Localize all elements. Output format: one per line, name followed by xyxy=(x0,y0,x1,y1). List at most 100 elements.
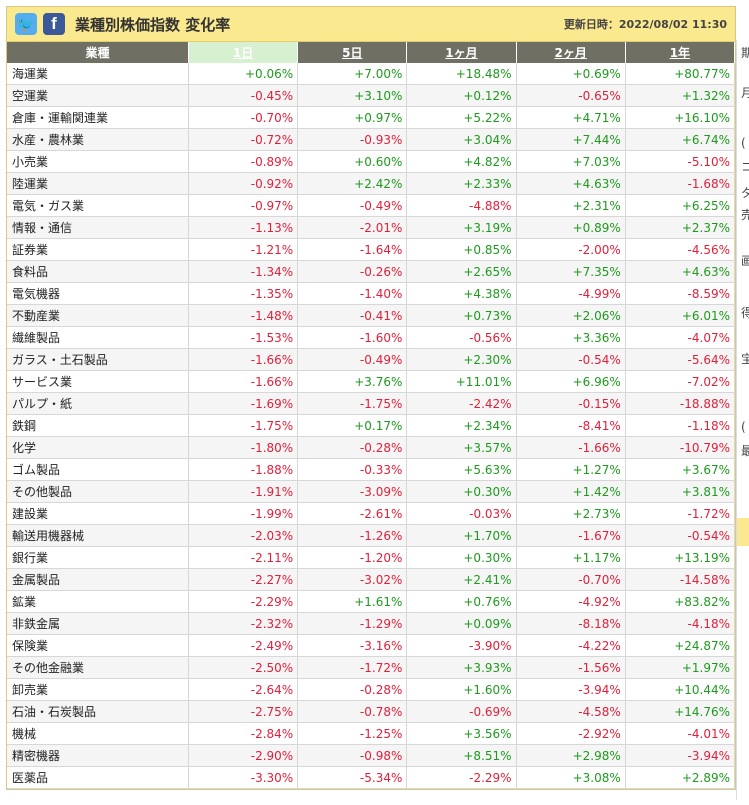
change-value-cell: -1.29% xyxy=(297,612,408,635)
change-value-cell: -3.02% xyxy=(297,568,408,591)
change-value-cell: +2.98% xyxy=(516,744,626,767)
sector-name-cell: 銀行業 xyxy=(7,546,189,569)
change-value-cell: -0.92% xyxy=(188,172,299,195)
change-value-cell: +5.22% xyxy=(406,106,517,129)
table-row: パルプ・紙 -1.69% -1.75% -2.42% -0.15% -18.88% xyxy=(7,392,736,415)
table-row: その他製品 -1.91% -3.09% +0.30% +1.42% +3.81% xyxy=(7,480,736,503)
change-value-cell: -0.78% xyxy=(297,700,408,723)
table-row: 医薬品 -3.30% -5.34% -2.29% +3.08% +2.89% xyxy=(7,766,736,789)
sector-name-cell: その他製品 xyxy=(7,480,189,503)
change-value-cell: +0.97% xyxy=(297,106,408,129)
change-value-cell: -0.15% xyxy=(516,392,626,415)
table-row: 小売業 -0.89% +0.60% +4.82% +7.03% -5.10% xyxy=(7,150,736,173)
change-value-cell: -2.00% xyxy=(516,238,626,261)
change-value-cell: +1.17% xyxy=(516,546,626,569)
change-value-cell: +7.35% xyxy=(516,260,626,283)
sector-name-cell: 証券業 xyxy=(7,238,189,261)
table-row: 保険業 -2.49% -3.16% -3.90% -4.22% +24.87% xyxy=(7,634,736,657)
change-value-cell: +3.81% xyxy=(625,480,736,503)
change-value-cell: +2.34% xyxy=(406,414,517,437)
sector-name-cell: ガラス・土石製品 xyxy=(7,348,189,371)
table-row: 化学 -1.80% -0.28% +3.57% -1.66% -10.79% xyxy=(7,436,736,459)
change-value-cell: +1.27% xyxy=(516,458,626,481)
change-value-cell: -1.67% xyxy=(516,524,626,547)
change-value-cell: +1.32% xyxy=(625,84,736,107)
column-header-1day[interactable]: 1日 xyxy=(188,42,299,63)
table-row: 空運業 -0.45% +3.10% +0.12% -0.65% +1.32% xyxy=(7,84,736,107)
sector-name-cell: 倉庫・運輸関連業 xyxy=(7,106,189,129)
sector-name-cell: 空運業 xyxy=(7,84,189,107)
adjacent-text-fragment: 売 xyxy=(741,208,749,222)
change-value-cell: -1.21% xyxy=(188,238,299,261)
table-row: 不動産業 -1.48% -0.41% +0.73% +2.06% +6.01% xyxy=(7,304,736,327)
change-value-cell: +6.01% xyxy=(625,304,736,327)
column-header-sector: 業種 xyxy=(7,42,189,63)
change-value-cell: +2.31% xyxy=(516,194,626,217)
table-row: 鉄鋼 -1.75% +0.17% +2.34% -8.41% -1.18% xyxy=(7,414,736,437)
change-value-cell: -0.26% xyxy=(297,260,408,283)
change-value-cell: +13.19% xyxy=(625,546,736,569)
change-value-cell: -4.56% xyxy=(625,238,736,261)
facebook-share-icon[interactable]: f xyxy=(43,13,65,35)
change-value-cell: +11.01% xyxy=(406,370,517,393)
change-value-cell: -1.40% xyxy=(297,282,408,305)
column-header-1month[interactable]: 1ヶ月 xyxy=(406,42,517,63)
change-value-cell: +1.42% xyxy=(516,480,626,503)
change-value-cell: -2.03% xyxy=(188,524,299,547)
table-row: 陸運業 -0.92% +2.42% +2.33% +4.63% -1.68% xyxy=(7,172,736,195)
column-header-5day[interactable]: 5日 xyxy=(297,42,408,63)
panel-header: 🐦 f 業種別株価指数 変化率 更新日時：2022/08/02 11:30 xyxy=(7,7,735,42)
sector-name-cell: 電気・ガス業 xyxy=(7,194,189,217)
change-value-cell: +3.36% xyxy=(516,326,626,349)
change-value-cell: -5.64% xyxy=(625,348,736,371)
change-value-cell: +8.51% xyxy=(406,744,517,767)
change-value-cell: -2.42% xyxy=(406,392,517,415)
change-value-cell: -4.92% xyxy=(516,590,626,613)
change-value-cell: +6.25% xyxy=(625,194,736,217)
change-value-cell: -1.13% xyxy=(188,216,299,239)
column-header-1year[interactable]: 1年 xyxy=(625,42,736,63)
sector-name-cell: 小売業 xyxy=(7,150,189,173)
change-value-cell: +4.63% xyxy=(516,172,626,195)
change-value-cell: -0.97% xyxy=(188,194,299,217)
change-value-cell: +4.71% xyxy=(516,106,626,129)
change-value-cell: +7.00% xyxy=(297,63,408,85)
change-value-cell: +4.82% xyxy=(406,150,517,173)
change-value-cell: -1.72% xyxy=(297,656,408,679)
change-value-cell: +3.76% xyxy=(297,370,408,393)
sector-name-cell: 電気機器 xyxy=(7,282,189,305)
change-value-cell: +2.41% xyxy=(406,568,517,591)
change-value-cell: -1.48% xyxy=(188,304,299,327)
change-value-cell: -1.25% xyxy=(297,722,408,745)
sector-name-cell: 保険業 xyxy=(7,634,189,657)
change-value-cell: +3.56% xyxy=(406,722,517,745)
table-row: 石油・石炭製品 -2.75% -0.78% -0.69% -4.58% +14.76% xyxy=(7,700,736,723)
change-value-cell: -0.33% xyxy=(297,458,408,481)
change-value-cell: -3.90% xyxy=(406,634,517,657)
sector-name-cell: 鉱業 xyxy=(7,590,189,613)
change-value-cell: -2.27% xyxy=(188,568,299,591)
change-value-cell: -0.56% xyxy=(406,326,517,349)
change-value-cell: -1.64% xyxy=(297,238,408,261)
change-value-cell: -2.50% xyxy=(188,656,299,679)
change-value-cell: -4.01% xyxy=(625,722,736,745)
change-value-cell: +6.74% xyxy=(625,128,736,151)
change-value-cell: -10.79% xyxy=(625,436,736,459)
column-header-2month[interactable]: 2ヶ月 xyxy=(516,42,626,63)
change-value-cell: +80.77% xyxy=(625,63,736,85)
change-value-cell: -0.70% xyxy=(188,106,299,129)
sector-name-cell: 情報・通信 xyxy=(7,216,189,239)
sector-name-cell: 卸売業 xyxy=(7,678,189,701)
table-row: 情報・通信 -1.13% -2.01% +3.19% +0.89% +2.37% xyxy=(7,216,736,239)
table-row: 食料品 -1.34% -0.26% +2.65% +7.35% +4.63% xyxy=(7,260,736,283)
table-row: 証券業 -1.21% -1.64% +0.85% -2.00% -4.56% xyxy=(7,238,736,261)
change-value-cell: -2.29% xyxy=(188,590,299,613)
change-value-cell: -4.58% xyxy=(516,700,626,723)
twitter-share-icon[interactable]: 🐦 xyxy=(15,13,37,35)
change-value-cell: -1.72% xyxy=(625,502,736,525)
change-value-cell: -4.18% xyxy=(625,612,736,635)
sector-name-cell: パルプ・紙 xyxy=(7,392,189,415)
change-value-cell: -0.54% xyxy=(516,348,626,371)
sector-name-cell: その他金融業 xyxy=(7,656,189,679)
change-value-cell: +2.42% xyxy=(297,172,408,195)
